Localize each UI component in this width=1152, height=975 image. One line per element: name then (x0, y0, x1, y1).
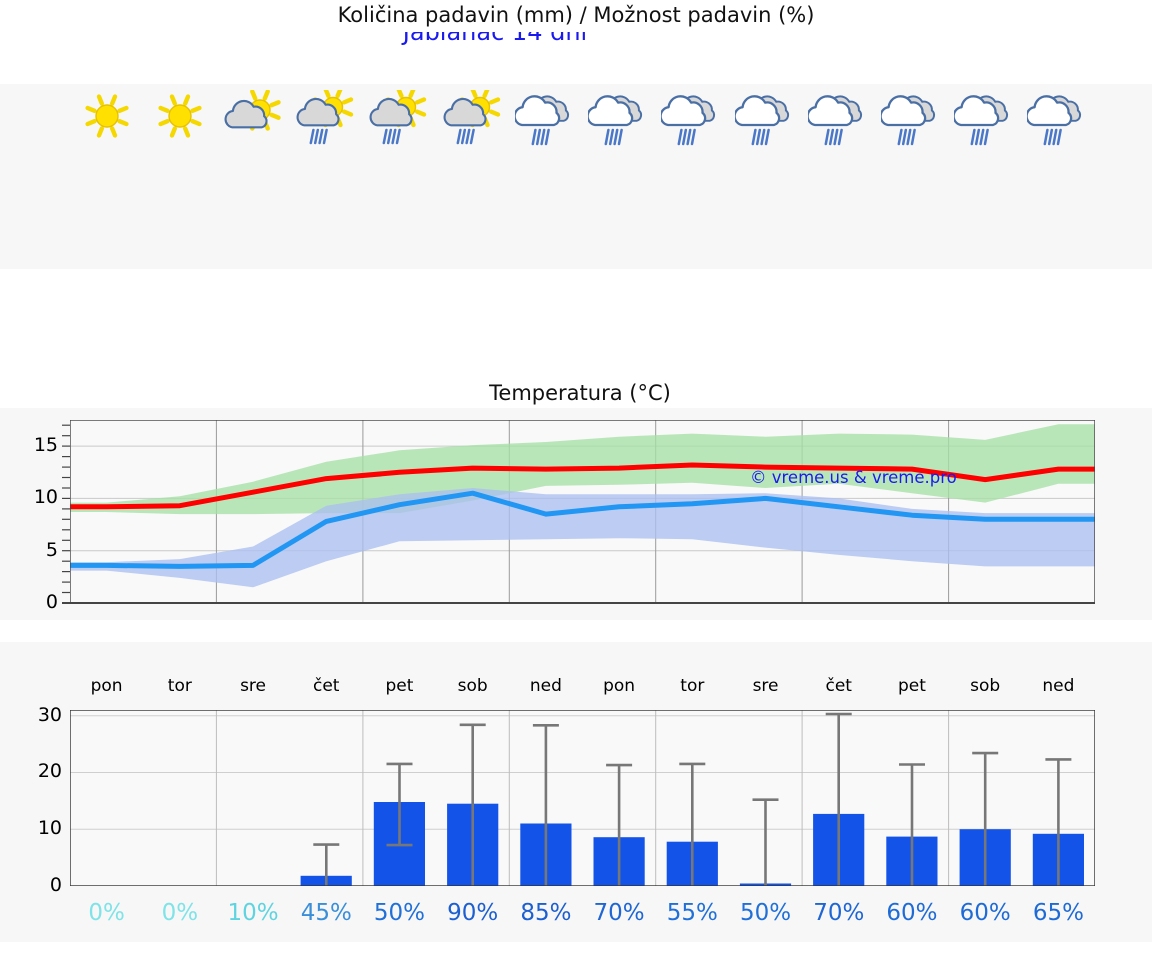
precipitation-day-label: čet (825, 676, 852, 696)
sun-cloud-rain-icon (360, 88, 438, 146)
temperature-y-tick-label: 5 (45, 538, 58, 561)
sun-cloud-rain-icon (287, 88, 365, 146)
precipitation-probability-label: 90% (447, 900, 499, 926)
temperature-y-tick-label: 0 (45, 591, 58, 613)
sun-cloud-icon (214, 88, 292, 146)
forecast-day-column[interactable] (434, 84, 512, 146)
precipitation-probability-label: 10% (227, 900, 279, 926)
precipitation-probability-label: 85% (520, 900, 572, 926)
precipitation-y-tick-label: 30 (37, 703, 62, 726)
cloud-rain-icon (580, 88, 658, 146)
precipitation-probability-label: 45% (300, 900, 352, 926)
forecast-day-column[interactable] (727, 84, 805, 146)
daily-forecast-strip (0, 84, 1152, 269)
precipitation-probability-label: 0% (161, 900, 199, 926)
cloud-rain-icon (727, 88, 805, 146)
temperature-axis-ticks (62, 424, 70, 604)
precipitation-chart-title: Količina padavin (mm) / Možnost padavin … (0, 0, 1152, 32)
temperature-y-tick-label: 10 (33, 486, 58, 509)
temperature-chart-title: Temperatura (°C) (0, 380, 1152, 408)
temperature-axis-baseline (62, 602, 1095, 604)
precipitation-svg (69, 709, 1096, 887)
precipitation-day-label: sob (970, 676, 1001, 696)
precipitation-day-label: tor (680, 676, 705, 696)
precipitation-probability-label: 70% (813, 900, 865, 926)
precipitation-day-label: sre (752, 676, 779, 696)
temperature-svg (67, 419, 1098, 604)
sun-icon (141, 88, 219, 146)
forecast-day-column[interactable] (580, 84, 658, 146)
precipitation-day-label: ned (529, 676, 562, 696)
forecast-day-column[interactable] (360, 84, 438, 146)
precipitation-y-tick-label: 10 (37, 817, 62, 840)
precipitation-probability-label: 0% (88, 900, 125, 926)
cloud-rain-icon (800, 88, 878, 146)
sun-icon (68, 88, 146, 146)
cloud-rain-icon (873, 88, 951, 146)
precipitation-day-label: ned (1042, 676, 1075, 696)
precipitation-day-label: sob (457, 676, 488, 696)
cloud-rain-icon (946, 88, 1024, 146)
sun-cloud-rain-icon (434, 88, 512, 146)
precipitation-day-label: pon (90, 676, 123, 696)
precipitation-day-label: čet (313, 676, 340, 696)
precipitation-day-label: pet (385, 676, 414, 696)
forecast-day-column[interactable] (800, 84, 878, 146)
precipitation-probability-label: 60% (959, 900, 1011, 926)
cloud-rain-icon (1019, 88, 1097, 146)
precipitation-plot-area (69, 709, 1096, 887)
forecast-day-column[interactable] (507, 84, 585, 146)
cloud-rain-icon (507, 88, 585, 146)
forecast-day-column[interactable] (946, 84, 1024, 146)
precipitation-y-tick-label: 0 (49, 874, 62, 896)
forecast-day-column[interactable] (873, 84, 951, 146)
precipitation-probability-label: 70% (593, 900, 645, 926)
temperature-chart-panel: Temperatura (°C) 0 5 10 15 (0, 380, 1152, 620)
forecast-day-column[interactable] (1019, 84, 1097, 146)
forecast-day-column[interactable] (214, 84, 292, 146)
forecast-day-column[interactable] (68, 84, 146, 146)
temperature-y-tick-label: 15 (33, 434, 58, 457)
precipitation-day-label: pet (897, 676, 926, 696)
precipitation-day-label: sre (240, 676, 266, 696)
precipitation-probability-label: 50% (739, 900, 792, 926)
precipitation-probability-label: 55% (666, 900, 718, 926)
precipitation-probability-label: 50% (373, 900, 426, 926)
precipitation-day-label: tor (167, 676, 192, 696)
precipitation-y-tick-label: 20 (37, 760, 62, 783)
temperature-plot-area (67, 419, 1098, 604)
forecast-day-column[interactable] (287, 84, 365, 146)
precipitation-probability-label: 65% (1032, 900, 1084, 926)
copyright-watermark: © vreme.us & vreme.pro (750, 468, 957, 487)
forecast-day-column[interactable] (141, 84, 219, 146)
precipitation-day-label: pon (603, 676, 636, 696)
precipitation-probability-label: 60% (886, 900, 938, 926)
cloud-rain-icon (653, 88, 731, 146)
forecast-day-column[interactable] (653, 84, 731, 146)
